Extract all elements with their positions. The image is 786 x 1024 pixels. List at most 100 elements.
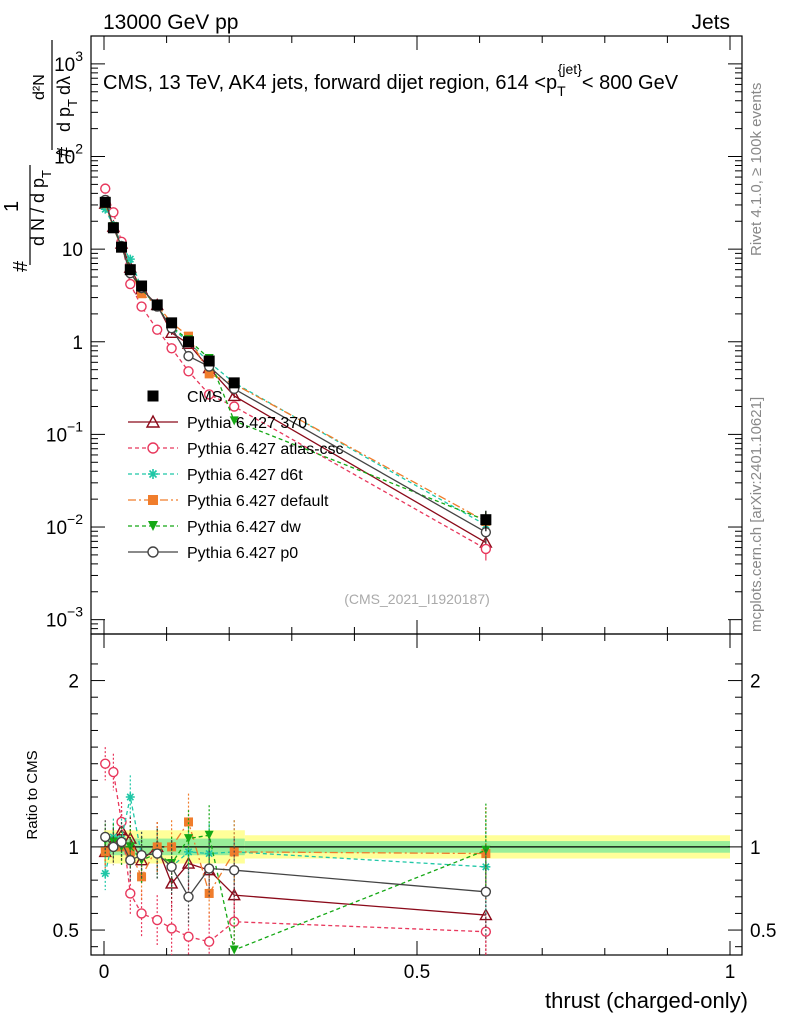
point-CMS [203,355,215,367]
point-atlas [229,401,240,412]
ratio-bands [104,830,730,864]
ratio-point-p0 [229,864,240,876]
main-ytick-label: 10 [62,240,83,261]
legend-label-atlas: Pythia 6.427 atlas-csc [187,441,344,458]
point-atlas [100,183,111,194]
ylabel-hash-2: # [54,146,76,158]
header-right: Jets [691,11,730,34]
point-atlas [203,389,215,400]
legend-label-dw: Pythia 6.427 dw [187,519,301,536]
ratio-xtick-label: 1 [725,962,736,983]
legend-marker-p0 [147,546,159,558]
main-ytick-exp: 3 [75,48,83,64]
main-ytick-label: 10−1 [46,418,83,446]
ratio-point-p0 [183,891,194,902]
point-CMS [480,514,492,526]
legend-marker-d6t [148,469,158,479]
legend: CMS Pythia 6.427 370 Pythia 6.427 atlas-cs… [128,389,344,562]
ratio-point-atlas [183,931,194,942]
ratio-point-atlas [229,916,240,927]
legend-marker-p370 [145,414,161,428]
point-CMS [99,196,111,208]
point-CMS [124,264,136,276]
ylabel-den2-sub: T [65,99,80,107]
ratio-point-p0 [166,861,177,873]
ratio-point-d6t [100,869,110,879]
point-p370 [227,389,241,402]
main-ytick-base: 10 [54,148,75,169]
ratio-point-p0 [480,886,492,897]
point-CMS [183,336,195,348]
main-ytick-base: 10 [46,611,67,632]
ratio-xtick-label: 0.5 [404,962,430,983]
point-atlas [152,324,163,335]
ratio-point-atlas [203,936,215,947]
main-ytick-exp: −3 [67,604,83,620]
chart-title-tail: < 800 GeV [582,72,679,94]
ratio-point-default [184,817,194,827]
analysis-watermark: (CMS_2021_I1920187) [344,591,490,607]
series-line-d6t [104,208,487,526]
ylabel-den2-text: d p [54,107,74,132]
main-ytick-label: 103 [54,48,83,76]
ratio-series-p0 [100,820,492,939]
ratio-ytick-label-right: 0.5 [750,921,776,942]
ratio-point-atlas [108,766,119,778]
ratio-point-atlas [166,923,177,934]
ratio-point-p0 [125,854,136,866]
main-ytick-base: 10 [46,425,67,446]
ylabel-den-text: d N / d p [28,178,48,246]
ratio-ylabel: Ratio to CMS [24,750,41,839]
ratio-point-atlas [100,758,111,769]
ratio-point-default [204,888,214,898]
chart-title-sub: T [557,83,566,99]
legend-marker-dw [148,521,158,531]
point-default [204,369,214,379]
ratio-point-p0 [100,831,111,843]
main-ytick-base: 10 [54,55,75,76]
ratio-ytick-label-right: 1 [750,838,761,859]
legend-marker-CMS [147,390,159,402]
ratio-point-d6t [125,792,135,802]
point-CMS [136,280,148,292]
ratio-point-p370 [164,876,179,889]
ratio-point-dw [204,830,214,840]
point-CMS [228,377,240,389]
ylabel-numerator-2: d²N [31,74,48,100]
ratio-ytick-label-right: 2 [750,672,761,693]
main-ylabel: # 1 d N / d pT # d²N d pTdλ [1,40,80,272]
ylabel-hash-1: # [10,260,32,272]
point-atlas [166,343,177,354]
ratio-ytick-label: 1 [68,838,79,859]
ratio-point-p0 [203,863,215,874]
ratio-ytick-label: 0.5 [53,921,79,942]
header-left: 13000 GeV pp [103,11,238,34]
ratio-series [98,747,493,955]
point-CMS [107,222,119,234]
main-ytick-label: 10−2 [46,511,83,539]
ratio-point-p0 [152,848,163,859]
main-ytick-label: 102 [54,141,83,169]
ratio-point-dw [229,945,239,955]
main-ytick-exp: −2 [67,511,83,527]
main-ytick-label: 1 [72,333,83,354]
ratio-line-atlas [104,763,486,943]
ratio-line-default [104,820,486,896]
point-CMS [116,241,128,253]
ratio-point-atlas [152,914,163,926]
point-atlas [125,278,136,290]
ratio-point-default [152,842,162,852]
chart-title-main: CMS, 13 TeV, AK4 jets, forward dijet reg… [103,72,557,94]
point-p0 [183,350,194,362]
point-CMS [151,299,163,311]
ratio-point-atlas [125,888,136,899]
ratio-point-p0 [116,836,127,848]
point-atlas [480,543,492,555]
ratio-ytick-label: 2 [68,672,79,693]
ratio-point-p0 [136,850,147,861]
legend-label-default: Pythia 6.427 default [187,493,329,510]
main-series [98,183,493,561]
